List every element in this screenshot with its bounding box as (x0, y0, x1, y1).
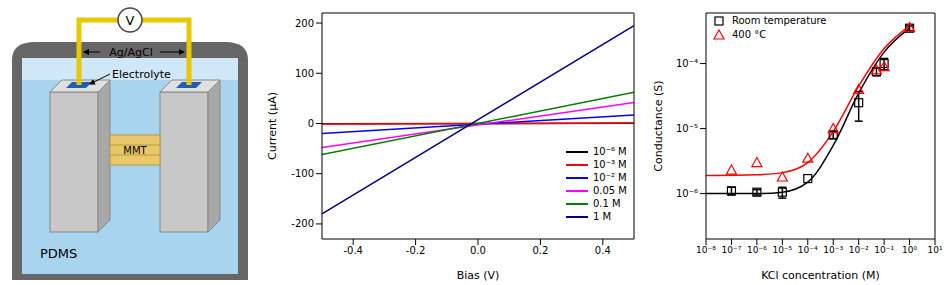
svg-text:PDMS: PDMS (40, 246, 77, 261)
svg-text:0.4: 0.4 (595, 245, 611, 256)
svg-text:10⁰: 10⁰ (902, 245, 917, 255)
html-text:0.05 M: 0.05 M (592, 185, 627, 196)
html-text:0.1 M: 0.1 M (592, 198, 621, 209)
html-text:10⁻² M: 10⁻² M (592, 172, 627, 183)
svg-text:10⁻⁶: 10⁻⁶ (676, 188, 698, 199)
html-text:1 M: 1 M (592, 211, 612, 222)
svg-text:10⁻⁴: 10⁻⁴ (798, 245, 818, 255)
svg-text:Electrolyte: Electrolyte (112, 68, 171, 81)
svg-text:10⁻⁸: 10⁻⁸ (696, 245, 716, 255)
svg-text:V: V (126, 13, 135, 28)
svg-text:-0.4: -0.4 (343, 245, 363, 256)
svg-text:10⁻⁵: 10⁻⁵ (772, 245, 792, 255)
svg-text:MMT: MMT (123, 145, 147, 156)
svg-text:-0.2: -0.2 (406, 245, 426, 256)
html-text:10⁻³ M: 10⁻³ M (592, 159, 627, 170)
svg-text:-100: -100 (291, 168, 314, 179)
svg-text:10¹: 10¹ (927, 245, 942, 255)
svg-text:10⁻⁷: 10⁻⁷ (722, 245, 742, 255)
svg-text:10⁻⁵: 10⁻⁵ (676, 123, 698, 134)
svg-text:Current (μA): Current (μA) (266, 92, 279, 160)
svg-text:KCl concentration (M): KCl concentration (M) (761, 269, 880, 282)
svg-text:Ag/AgCl: Ag/AgCl (109, 46, 152, 59)
svg-text:0.0: 0.0 (470, 245, 486, 256)
svg-text:-200: -200 (291, 218, 314, 229)
svg-text:0: 0 (308, 118, 314, 129)
html-text:Room temperature: Room temperature (732, 15, 827, 26)
svg-text:0.2: 0.2 (532, 245, 548, 256)
html-text:10⁻⁶ M: 10⁻⁶ M (592, 146, 627, 157)
svg-text:100: 100 (295, 68, 314, 79)
svg-text:200: 200 (295, 18, 314, 29)
svg-text:10⁻²: 10⁻² (849, 245, 869, 255)
svg-text:Conductance (S): Conductance (S) (652, 80, 665, 171)
svg-text:10⁻¹: 10⁻¹ (874, 245, 894, 255)
svg-text:10⁻⁶: 10⁻⁶ (747, 245, 767, 255)
svg-text:10⁻³: 10⁻³ (823, 245, 843, 255)
svg-text:Bias (V): Bias (V) (457, 269, 500, 282)
svg-text:10⁻⁴: 10⁻⁴ (676, 58, 698, 69)
html-text:400 °C: 400 °C (732, 29, 767, 40)
